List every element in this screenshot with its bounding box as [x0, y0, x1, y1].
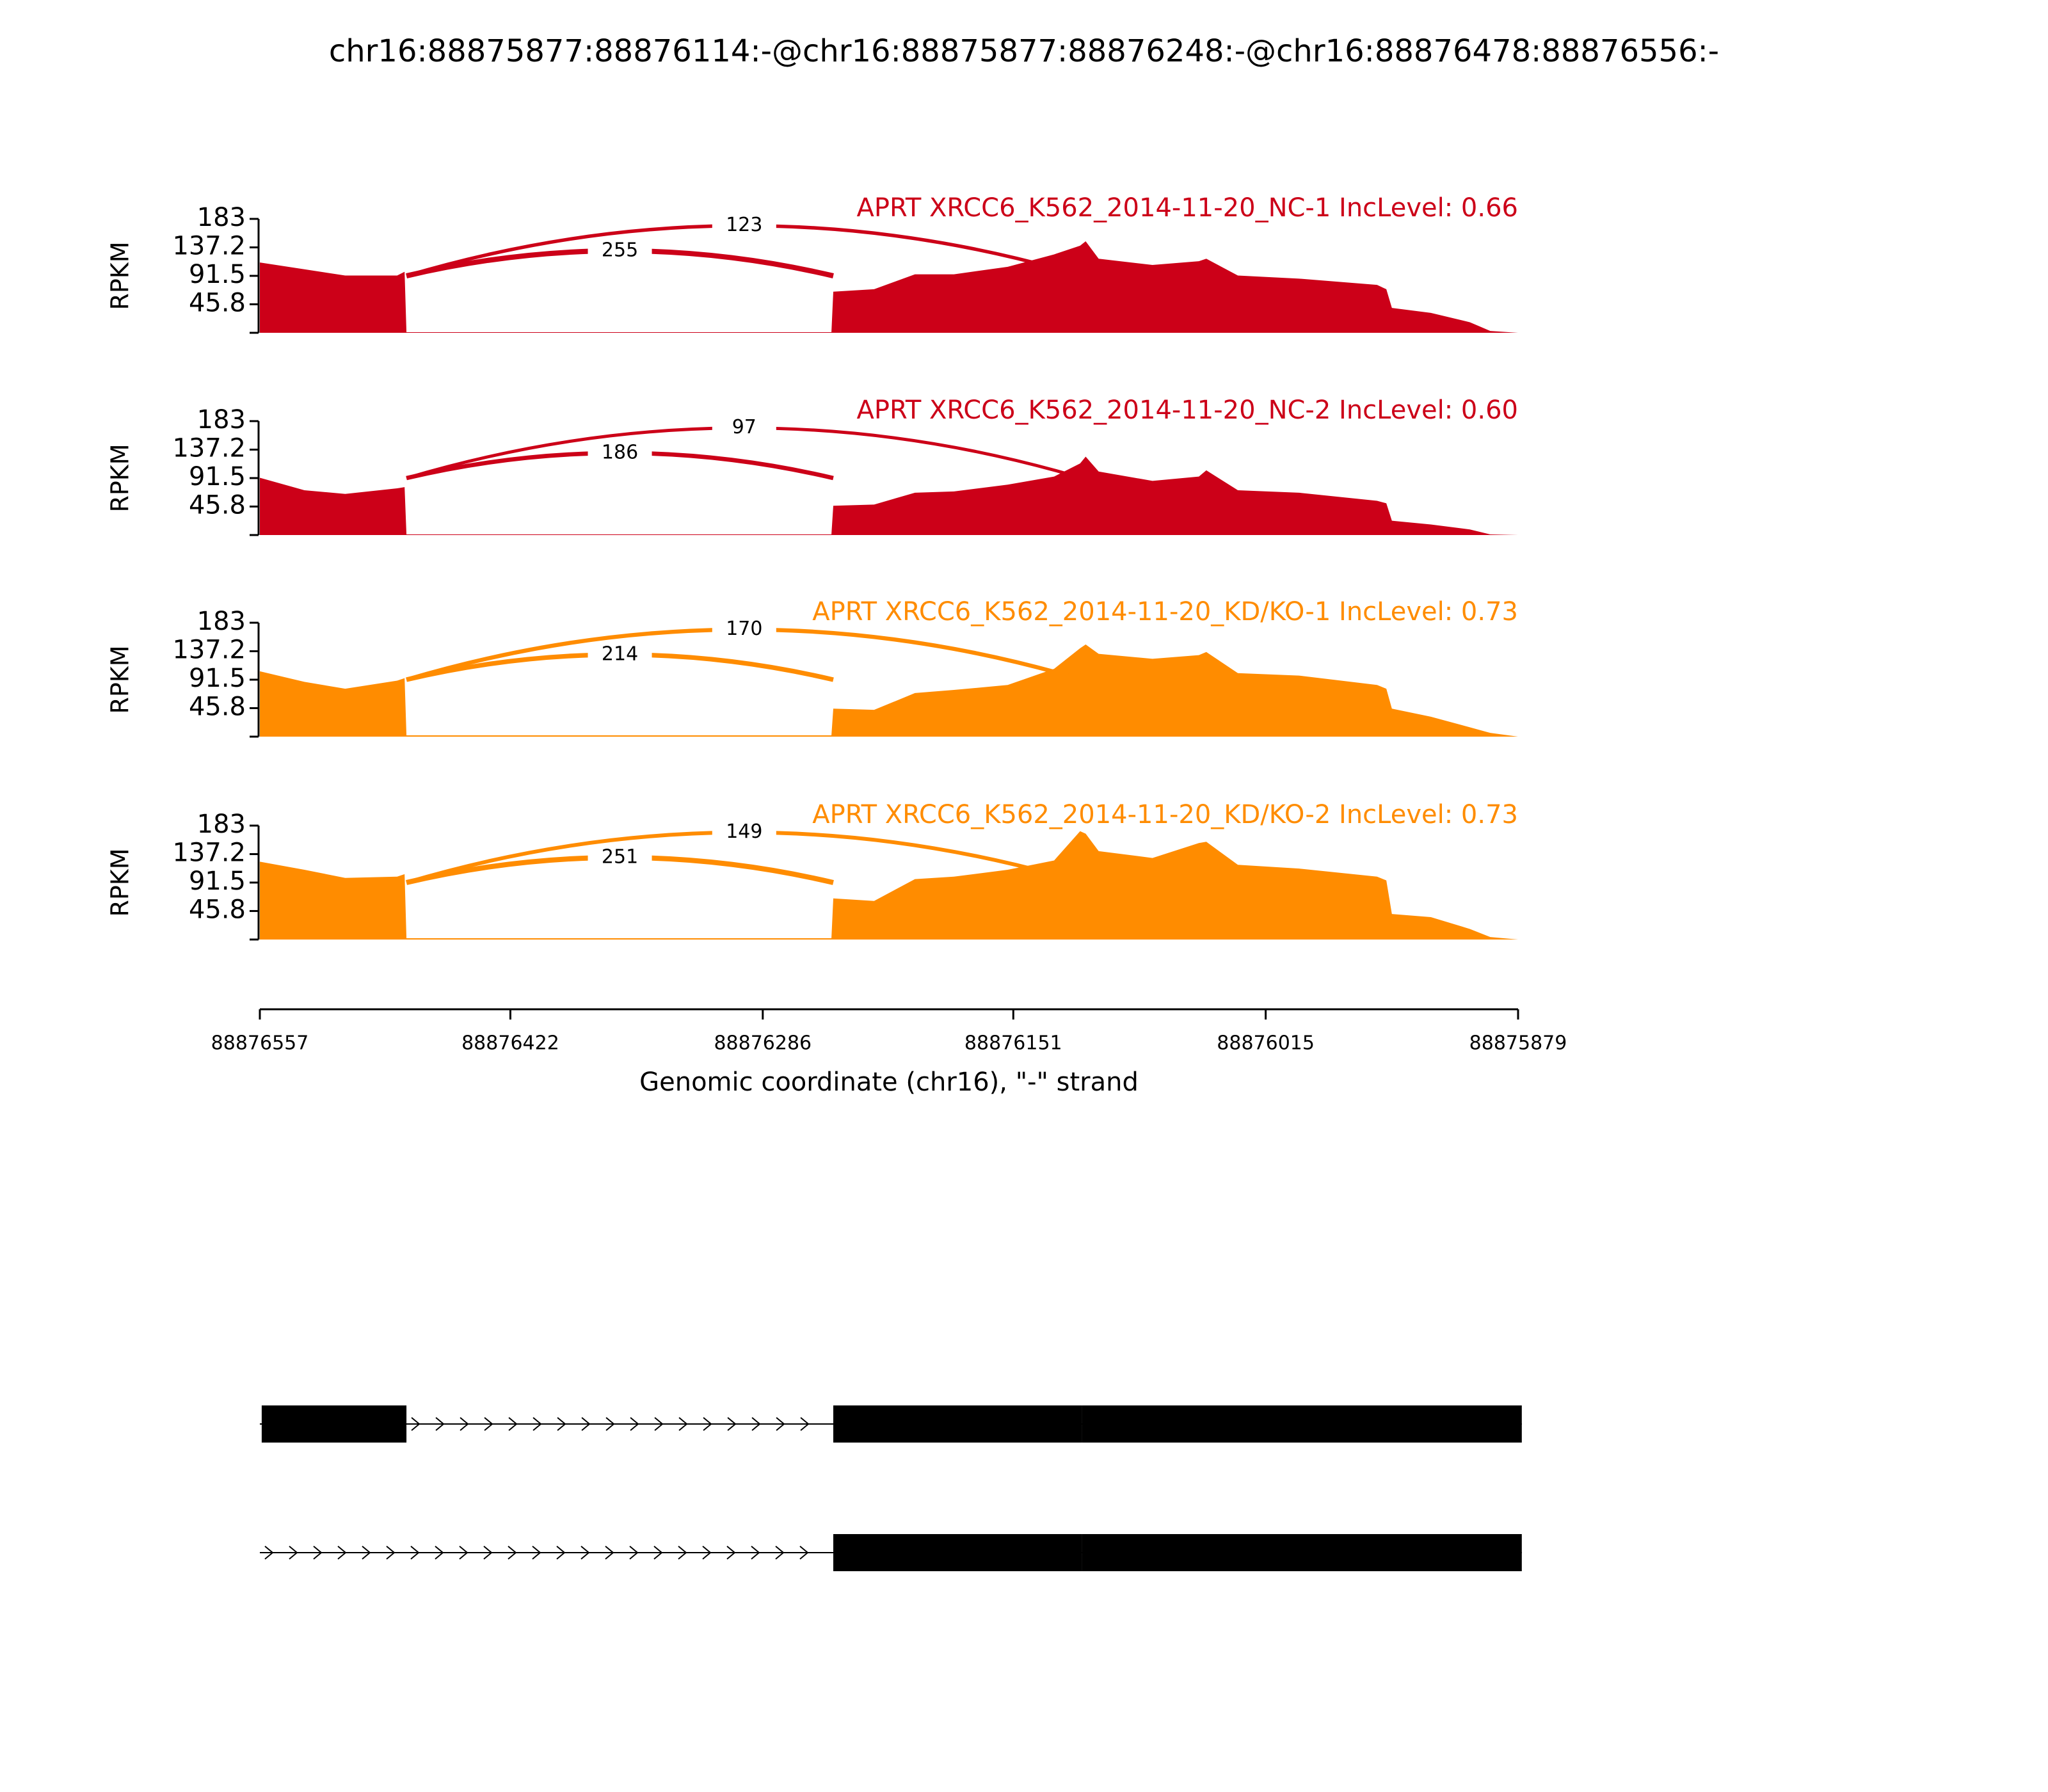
intron-chevron [362, 1546, 371, 1560]
y-tick-label: 183 [197, 203, 246, 232]
exon [833, 1405, 1082, 1443]
intron-chevron [264, 1546, 274, 1560]
junction-label-bg [712, 616, 776, 643]
coverage-area [260, 241, 1518, 333]
coverage-area [260, 644, 1518, 737]
intron-chevron [483, 1546, 493, 1560]
junction-count: 255 [602, 239, 638, 261]
intron-chevron [727, 1417, 737, 1431]
intron-chevron [580, 1546, 590, 1560]
x-tick-label: 88876015 [1217, 1032, 1315, 1055]
junction-label-bg [588, 237, 652, 264]
y-axis-label: RPKM [106, 444, 134, 512]
junction-count: 170 [726, 618, 762, 640]
junction-count: 214 [602, 643, 638, 665]
intron-chevron [800, 1417, 810, 1431]
intron-chevron [410, 1546, 420, 1560]
y-tick-label: 45.8 [189, 490, 246, 520]
intron-chevron [386, 1546, 396, 1560]
y-tick-label: 91.5 [189, 260, 246, 289]
y-tick-label: 183 [197, 810, 246, 839]
intron-chevron [605, 1546, 614, 1560]
panel-title: APRT XRCC6_K562_2014-11-20_KD/KO-2 IncLe… [812, 800, 1518, 829]
intron-chevron [556, 1546, 566, 1560]
x-tick-label: 88876286 [714, 1032, 812, 1055]
y-axis-label: RPKM [106, 241, 134, 310]
intron-chevron [702, 1546, 712, 1560]
intron-chevron [435, 1417, 445, 1431]
intron-chevron [678, 1546, 687, 1560]
intron-chevron [289, 1546, 298, 1560]
intron-chevron [654, 1417, 664, 1431]
junction-label-bg [588, 844, 652, 870]
intron-chevron [337, 1546, 347, 1560]
panel-title: APRT XRCC6_K562_2014-11-20_KD/KO-1 IncLe… [812, 597, 1518, 627]
y-tick-label: 91.5 [189, 867, 246, 896]
exon [1082, 1405, 1522, 1443]
intron-chevron [653, 1546, 663, 1560]
junction-count: 123 [726, 214, 762, 236]
exon [833, 1534, 1082, 1571]
intron-chevron [630, 1417, 639, 1431]
intron-chevron [776, 1417, 785, 1431]
intron-chevron [508, 1546, 517, 1560]
y-axis-label: RPKM [106, 645, 134, 714]
intron-chevron [435, 1546, 444, 1560]
y-tick-label: 137.2 [172, 434, 246, 463]
junction-label-bg [588, 641, 652, 668]
intron-chevron [460, 1417, 469, 1431]
intron-chevron [751, 1546, 760, 1560]
y-tick-label: 137.2 [172, 838, 246, 868]
x-axis-label: Genomic coordinate (chr16), "-" strand [639, 1068, 1139, 1097]
exon [1082, 1534, 1522, 1571]
x-tick-label: 88876422 [461, 1032, 559, 1055]
coverage-area [260, 456, 1518, 535]
intron-chevron [557, 1417, 566, 1431]
y-tick-label: 91.5 [189, 462, 246, 492]
junction-label-bg [712, 819, 776, 845]
intron-chevron [459, 1546, 468, 1560]
intron-chevron [799, 1546, 809, 1560]
junction-label-bg [588, 440, 652, 466]
intron-chevron [484, 1417, 493, 1431]
y-tick-label: 183 [197, 607, 246, 636]
y-tick-label: 137.2 [172, 636, 246, 665]
intron-chevron [508, 1417, 518, 1431]
intron-chevron [678, 1417, 688, 1431]
intron-chevron [581, 1417, 591, 1431]
intron-chevron [703, 1417, 712, 1431]
exon [261, 1405, 407, 1443]
intron-chevron [726, 1546, 736, 1560]
junction-label-bg [712, 415, 776, 441]
x-tick-label: 88875879 [1469, 1032, 1567, 1055]
intron-chevron [532, 1546, 541, 1560]
junction-count: 149 [726, 820, 762, 843]
x-tick-label: 88876151 [964, 1032, 1062, 1055]
y-tick-label: 91.5 [189, 664, 246, 693]
panel-title: APRT XRCC6_K562_2014-11-20_NC-1 IncLevel… [857, 193, 1519, 223]
y-tick-label: 137.2 [172, 232, 246, 261]
figure-title: chr16:88875877:88876114:-@chr16:88875877… [329, 33, 1719, 69]
junction-count: 251 [602, 845, 638, 868]
intron-chevron [411, 1417, 420, 1431]
intron-chevron [605, 1417, 615, 1431]
y-axis-label: RPKM [106, 848, 134, 916]
junction-count: 97 [732, 416, 756, 438]
coverage-area [260, 831, 1518, 940]
y-tick-label: 45.8 [189, 692, 246, 721]
junction-count: 186 [602, 441, 638, 463]
intron-chevron [313, 1546, 323, 1560]
y-tick-label: 45.8 [189, 895, 246, 924]
y-tick-label: 183 [197, 405, 246, 435]
panel-title: APRT XRCC6_K562_2014-11-20_NC-2 IncLevel… [857, 396, 1519, 425]
intron-chevron [532, 1417, 542, 1431]
intron-chevron [775, 1546, 785, 1560]
intron-chevron [751, 1417, 761, 1431]
intron-chevron [629, 1546, 639, 1560]
x-tick-label: 88876557 [211, 1032, 309, 1055]
junction-label-bg [712, 212, 776, 239]
y-tick-label: 45.8 [189, 288, 246, 317]
